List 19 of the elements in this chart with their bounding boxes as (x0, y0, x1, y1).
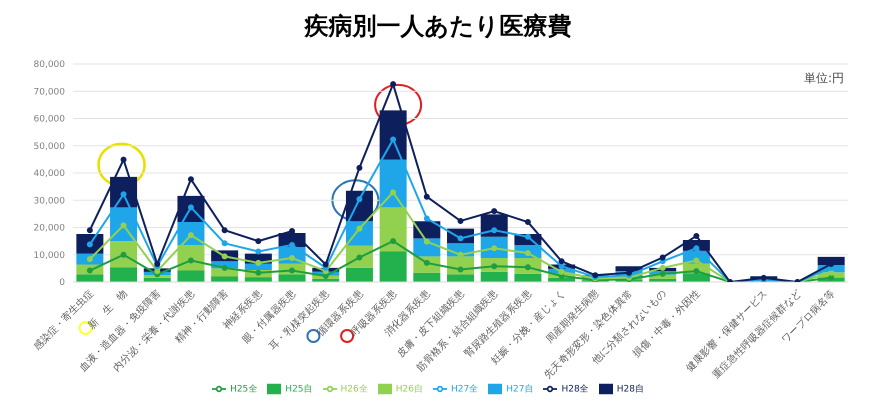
chart-title: 疾病別一人あたり医療費 (303, 11, 572, 42)
legend-label: H26自 (396, 384, 423, 394)
legend-label: H25自 (285, 384, 313, 394)
y-tick-label: 60,000 (34, 114, 66, 125)
legend-label: H26全 (340, 384, 368, 394)
legend-label: H28自 (616, 384, 644, 394)
legend-label: H25全 (230, 384, 258, 394)
y-tick-label: 70,000 (34, 87, 66, 98)
legend-label: H27自 (506, 384, 534, 394)
y-tick-label: 0 (59, 278, 66, 288)
y-tick-label: 30,000 (34, 196, 66, 206)
annotation: 単位:円 (804, 70, 844, 87)
y-tick-label: 50,000 (34, 142, 66, 152)
legend-label: H27全 (451, 384, 478, 394)
y-tick-label: 20,000 (34, 224, 66, 234)
legend-label: H28全 (561, 384, 589, 394)
y-tick-label: 10,000 (34, 250, 66, 261)
y-tick-label: 80,000 (34, 60, 66, 70)
y-tick-label: 40,000 (34, 169, 66, 180)
